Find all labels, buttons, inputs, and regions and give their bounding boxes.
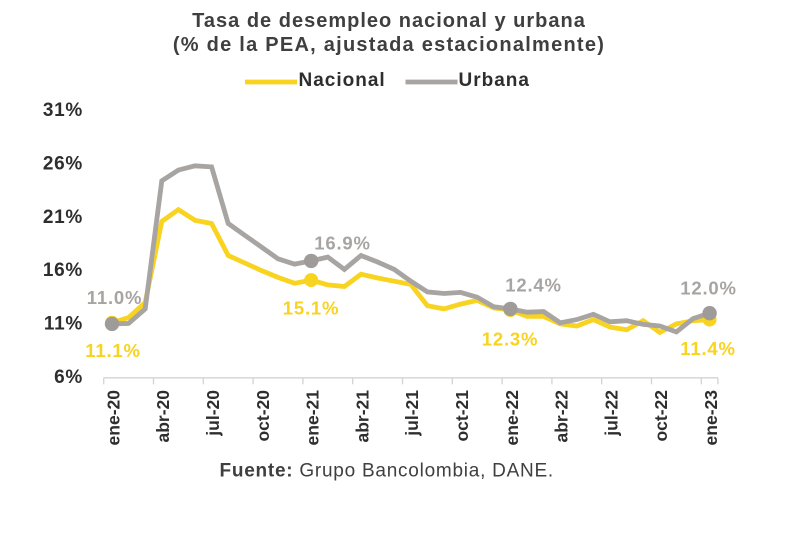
svg-text:abr-21: abr-21: [352, 390, 372, 443]
svg-text:31%: 31%: [43, 100, 83, 121]
svg-text:Tasa de desempleo nacional y u: Tasa de desempleo nacional y urbana: [192, 10, 586, 32]
svg-text:ene-21: ene-21: [303, 390, 323, 446]
svg-text:6%: 6%: [54, 367, 83, 388]
svg-text:11.4%: 11.4%: [680, 338, 735, 359]
svg-text:15.1%: 15.1%: [283, 298, 339, 319]
svg-text:16%: 16%: [43, 260, 83, 281]
svg-text:Nacional: Nacional: [299, 70, 386, 91]
svg-text:16.9%: 16.9%: [314, 233, 370, 254]
svg-text:oct-20: oct-20: [253, 390, 273, 442]
svg-text:jul-21: jul-21: [402, 390, 422, 437]
svg-text:21%: 21%: [43, 207, 83, 228]
svg-text:abr-22: abr-22: [552, 390, 572, 443]
svg-text:jul-22: jul-22: [601, 390, 621, 437]
svg-text:26%: 26%: [43, 153, 83, 174]
svg-text:oct-22: oct-22: [651, 390, 671, 442]
svg-text:Fuente: Grupo Bancolombia, DAN: Fuente: Grupo Bancolombia, DANE.: [220, 461, 554, 482]
svg-text:11.0%: 11.0%: [87, 287, 142, 308]
svg-text:ene-23: ene-23: [701, 390, 721, 446]
svg-text:11%: 11%: [44, 314, 83, 335]
svg-text:11.1%: 11.1%: [85, 340, 140, 361]
svg-text:ene-20: ene-20: [103, 390, 123, 446]
svg-text:(% de la PEA, ajustada estacio: (% de la PEA, ajustada estacionalmente): [173, 34, 605, 56]
svg-text:12.4%: 12.4%: [505, 275, 561, 296]
svg-text:abr-20: abr-20: [153, 390, 173, 443]
svg-text:ene-22: ene-22: [502, 390, 522, 446]
svg-text:12.3%: 12.3%: [482, 329, 538, 350]
svg-text:Urbana: Urbana: [459, 70, 530, 91]
svg-text:oct-21: oct-21: [452, 390, 472, 442]
svg-text:jul-20: jul-20: [203, 390, 223, 437]
svg-text:12.0%: 12.0%: [680, 278, 736, 299]
